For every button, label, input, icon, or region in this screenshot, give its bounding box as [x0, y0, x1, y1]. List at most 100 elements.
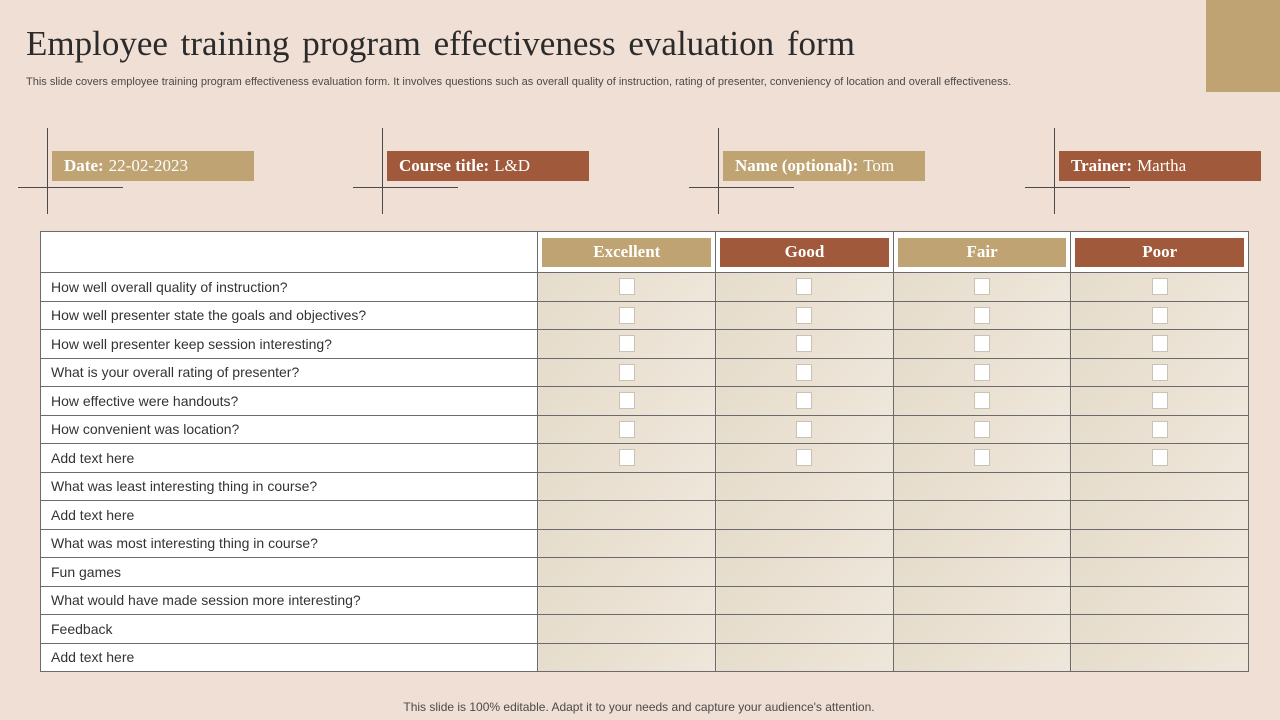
rating-checkbox[interactable]	[1151, 335, 1168, 353]
rating-checkbox[interactable]	[974, 392, 991, 410]
rating-checkbox[interactable]	[1151, 306, 1168, 324]
rating-cell[interactable]	[715, 557, 894, 587]
rating-cell[interactable]	[715, 500, 894, 530]
trainer-tag[interactable]: Trainer: Martha	[1059, 151, 1261, 181]
question-cell: Add text here	[39, 443, 539, 473]
rating-checkbox[interactable]	[618, 392, 635, 410]
rating-checkbox[interactable]	[618, 363, 635, 381]
crosshair-horizontal-line	[18, 187, 123, 188]
question-cell: Fun games	[39, 557, 539, 587]
evaluation-table: Excellent Good Fair Poor How well overal…	[39, 231, 1249, 672]
rating-cell[interactable]	[892, 614, 1072, 644]
rating-cell[interactable]	[1070, 500, 1249, 530]
crosshair-vertical-line	[382, 128, 383, 214]
rating-cell[interactable]	[1070, 557, 1249, 587]
rating-cell[interactable]	[715, 585, 894, 615]
rating-cell[interactable]	[1070, 614, 1249, 644]
rating-checkbox[interactable]	[1151, 363, 1168, 381]
rating-checkbox[interactable]	[1151, 420, 1168, 438]
question-cell: Add text here	[39, 500, 539, 530]
question-cell: What was least interesting thing in cour…	[39, 471, 539, 501]
rating-checkbox[interactable]	[974, 363, 991, 381]
table-row: How well presenter keep session interest…	[39, 329, 1249, 359]
rating-cell	[892, 300, 1072, 330]
question-cell: How well overall quality of instruction?	[39, 272, 539, 302]
question-cell: What was most interesting thing in cours…	[39, 528, 539, 558]
rating-cell[interactable]	[1070, 642, 1249, 672]
rating-checkbox[interactable]	[974, 278, 991, 296]
rating-cell	[715, 300, 894, 330]
rating-cell	[892, 414, 1072, 444]
rating-header-row: Excellent Good Fair Poor	[39, 231, 1249, 273]
rating-cell[interactable]	[892, 642, 1072, 672]
question-cell: How well presenter keep session interest…	[39, 329, 539, 359]
table-row: What would have made session more intere…	[39, 585, 1249, 615]
rating-cell[interactable]	[1070, 528, 1249, 558]
rating-cell[interactable]	[537, 614, 717, 644]
rating-checkbox[interactable]	[796, 335, 813, 353]
rating-checkbox[interactable]	[796, 392, 813, 410]
rating-cell[interactable]	[715, 471, 894, 501]
rating-checkbox[interactable]	[796, 306, 813, 324]
name-field: Name (optional): Tom	[689, 128, 939, 214]
rating-cell	[537, 443, 717, 473]
question-cell: Feedback	[39, 614, 539, 644]
rating-checkbox[interactable]	[974, 335, 991, 353]
rating-checkbox[interactable]	[796, 363, 813, 381]
trainer-value: Martha	[1137, 156, 1187, 175]
rating-checkbox[interactable]	[1151, 449, 1168, 467]
header-good: Good	[715, 231, 894, 273]
rating-checkbox[interactable]	[618, 449, 635, 467]
rating-checkbox[interactable]	[796, 449, 813, 467]
rating-cell	[537, 272, 717, 302]
rating-cell[interactable]	[892, 585, 1072, 615]
rating-checkbox[interactable]	[974, 306, 991, 324]
rating-cell[interactable]	[892, 557, 1072, 587]
rating-cell[interactable]	[537, 528, 717, 558]
rating-checkbox[interactable]	[618, 278, 635, 296]
rating-cell[interactable]	[715, 614, 894, 644]
rating-checkbox[interactable]	[1151, 392, 1168, 410]
rating-checkbox[interactable]	[1151, 278, 1168, 296]
rating-checkbox[interactable]	[796, 420, 813, 438]
question-cell: How effective were handouts?	[39, 386, 539, 416]
rating-fair-label: Fair	[897, 237, 1067, 267]
rating-cell	[1070, 386, 1249, 416]
rating-cell[interactable]	[537, 585, 717, 615]
table-row: Add text here	[39, 443, 1249, 473]
table-row: Add text here	[39, 500, 1249, 530]
rating-cell[interactable]	[715, 528, 894, 558]
rating-cell[interactable]	[537, 642, 717, 672]
rating-checkbox[interactable]	[974, 449, 991, 467]
rating-checkbox[interactable]	[618, 306, 635, 324]
rating-cell	[892, 272, 1072, 302]
table-row: Fun games	[39, 557, 1249, 587]
rating-cell	[537, 357, 717, 387]
name-tag[interactable]: Name (optional): Tom	[723, 151, 925, 181]
rating-checkbox[interactable]	[618, 335, 635, 353]
rating-cell[interactable]	[1070, 471, 1249, 501]
rating-cell[interactable]	[537, 471, 717, 501]
rating-cell[interactable]	[1070, 585, 1249, 615]
table-row: What was least interesting thing in cour…	[39, 471, 1249, 501]
rating-cell[interactable]	[537, 500, 717, 530]
rating-cell	[537, 329, 717, 359]
rating-cell[interactable]	[715, 642, 894, 672]
date-tag[interactable]: Date: 22-02-2023	[52, 151, 254, 181]
course-title-tag[interactable]: Course title: L&D	[387, 151, 589, 181]
rating-checkbox[interactable]	[618, 420, 635, 438]
rating-cell	[892, 386, 1072, 416]
rating-checkbox[interactable]	[796, 278, 813, 296]
rating-cell[interactable]	[892, 471, 1072, 501]
table-row: How effective were handouts?	[39, 386, 1249, 416]
rating-cell	[1070, 414, 1249, 444]
rating-cell[interactable]	[537, 557, 717, 587]
crosshair-horizontal-line	[1025, 187, 1130, 188]
rating-checkbox[interactable]	[974, 420, 991, 438]
corner-accent-block	[1206, 0, 1280, 92]
rating-cell[interactable]	[892, 528, 1072, 558]
rating-poor-label: Poor	[1075, 237, 1244, 267]
question-cell: What would have made session more intere…	[39, 585, 539, 615]
rating-cell[interactable]	[892, 500, 1072, 530]
header-blank-cell	[39, 231, 539, 273]
